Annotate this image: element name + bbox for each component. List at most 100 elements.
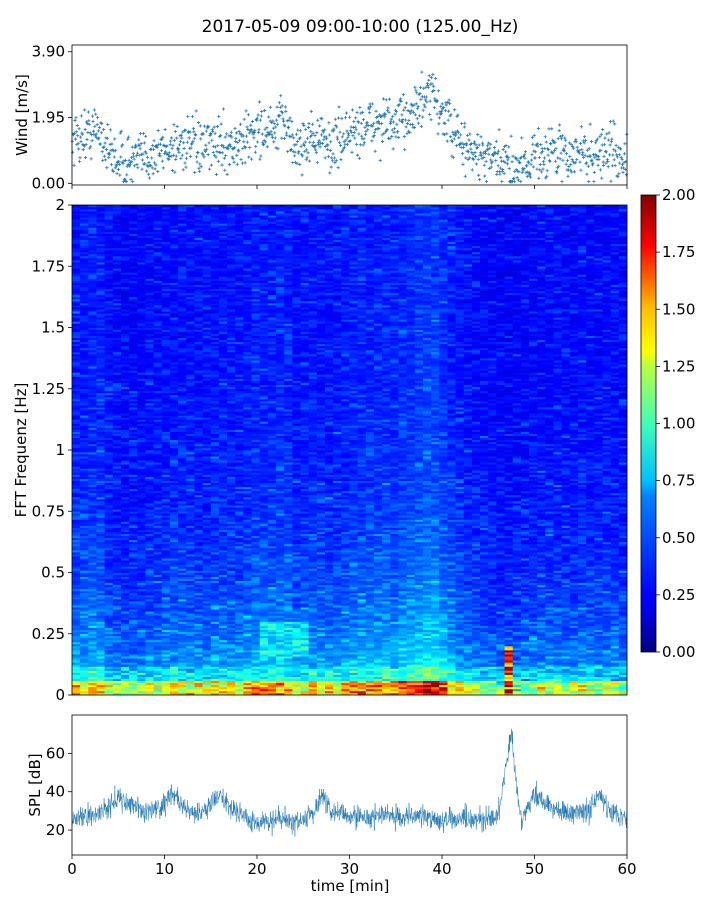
spectrogram-cell	[80, 631, 89, 635]
spectrogram-cell	[186, 264, 195, 267]
spectrogram-cell	[186, 599, 195, 602]
wind-point	[154, 163, 158, 167]
spectrogram-cell	[153, 319, 163, 322]
wind-point	[178, 140, 183, 144]
spectrogram-cell	[112, 292, 122, 296]
spectrogram-cell	[88, 425, 97, 428]
spectrogram-cell	[104, 648, 114, 651]
spectrogram-cell	[178, 249, 187, 253]
spectrogram-cell	[120, 456, 130, 459]
spectrogram-cell	[120, 501, 130, 504]
spectrogram-cell	[169, 478, 179, 481]
spectrogram-cell	[88, 494, 97, 498]
spectrogram-cell	[88, 270, 97, 273]
spectrogram-cell	[80, 666, 89, 669]
spectrogram-cell	[88, 409, 97, 412]
spectrogram-cell	[112, 672, 122, 675]
spectrogram-cell	[129, 513, 138, 516]
spectrogram-cell	[145, 427, 154, 430]
spectrogram-cell	[72, 584, 81, 588]
spectrogram-cell	[88, 627, 97, 630]
spectrogram-cell	[153, 376, 163, 379]
spectrogram-cell	[96, 433, 105, 437]
spectrogram-cell	[129, 617, 138, 620]
spectrogram-cell	[88, 443, 97, 447]
spectrogram-cell	[145, 666, 154, 669]
spectrogram-cell	[112, 207, 122, 210]
spectrogram-cell	[153, 417, 163, 420]
spectrogram-cell	[80, 664, 89, 667]
spectrogram-cell	[153, 298, 163, 302]
wind-point	[221, 143, 225, 148]
spectrogram-cell	[153, 407, 163, 410]
spectrogram-cell	[72, 376, 81, 379]
spectrogram-cell	[145, 476, 154, 479]
spectrogram-cell	[129, 282, 138, 285]
spectrogram-cell	[145, 207, 154, 210]
spectrogram-cell	[72, 525, 81, 528]
spectrogram-cell	[112, 254, 122, 257]
wind-point	[512, 176, 516, 180]
spectrogram-cell	[104, 239, 114, 243]
spectrogram-cell	[137, 611, 146, 614]
spectrogram-cell	[186, 327, 195, 330]
spectrogram-cell	[194, 490, 203, 494]
spectrogram-cell	[120, 321, 130, 324]
wind-point	[407, 118, 411, 123]
spectrogram-cell	[194, 441, 203, 445]
spectrogram-cell	[72, 450, 81, 453]
spectrogram-cell	[161, 521, 171, 524]
spectrogram-cell	[104, 490, 114, 494]
spectrogram-cell	[88, 437, 97, 441]
spectrogram-cell	[96, 380, 105, 383]
spectrogram-cell	[72, 586, 81, 590]
spectrogram-cell	[186, 245, 195, 249]
spectrogram-cell	[96, 507, 105, 510]
spectrogram-cell	[137, 492, 146, 496]
spectrogram-cell	[178, 543, 187, 547]
spectrogram-cell	[112, 339, 122, 343]
spectrogram-cell	[72, 358, 81, 361]
spectrogram-cell	[137, 245, 146, 249]
spectrogram-cell	[80, 270, 89, 273]
spectrogram-cell	[96, 415, 105, 418]
spectrogram-cell	[169, 323, 179, 326]
spectrogram-cell	[120, 678, 130, 682]
wind-point	[594, 141, 598, 145]
spectrogram-cell	[72, 617, 81, 620]
spectrogram-cell	[178, 213, 187, 216]
spectrogram-cell	[145, 276, 154, 279]
spectrogram-cell	[186, 452, 195, 455]
spectrogram-cell	[120, 364, 130, 367]
spectrogram-cell	[96, 690, 105, 694]
spectrogram-cell	[169, 278, 179, 281]
spectrogram-cell	[112, 235, 122, 238]
spectrogram-cell	[161, 225, 171, 228]
spectrogram-cell	[104, 572, 114, 575]
spectrogram-cell	[96, 292, 105, 296]
spectrogram-cell	[161, 486, 171, 490]
spectrogram-cell	[120, 292, 130, 296]
wind-point	[202, 155, 206, 159]
spectrogram-cell	[194, 556, 203, 559]
spectrogram-cell	[112, 601, 122, 604]
spectrogram-cell	[129, 631, 138, 635]
wind-point	[140, 158, 145, 162]
spectrogram-cells	[72, 205, 628, 696]
spectrogram-cell	[129, 417, 138, 420]
spectrogram-cell	[80, 548, 89, 551]
spectrogram-cell	[104, 470, 114, 473]
spectrogram-cell	[120, 548, 130, 551]
spectrogram-cell	[104, 443, 114, 447]
spectrogram-cell	[186, 509, 195, 512]
spectrogram-cell	[137, 260, 146, 263]
spectrogram-cell	[96, 443, 105, 447]
spectrogram-cell	[153, 492, 163, 496]
spectrogram-cell	[161, 513, 171, 516]
wind-point	[203, 149, 207, 153]
spectrogram-cell	[88, 372, 97, 375]
spectrogram-cell	[178, 658, 187, 661]
spectrogram-cell	[178, 311, 187, 314]
wind-point	[302, 123, 306, 128]
wind-point	[144, 151, 148, 155]
